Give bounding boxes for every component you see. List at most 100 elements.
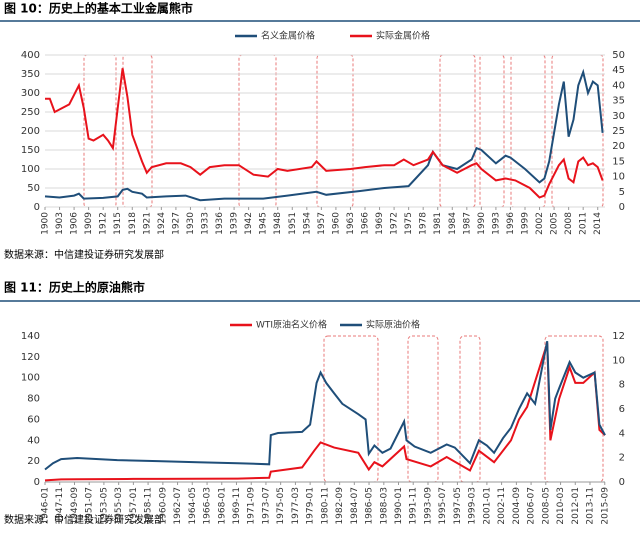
x-tick-label: 2013-11 [585, 487, 595, 525]
y2-tick-label: 30 [612, 111, 625, 122]
x-tick-label: 1947-11 [55, 487, 65, 525]
x-tick-label: 1997-05 [453, 487, 463, 525]
x-tick-label: 1924 [157, 212, 167, 235]
y2-tick-label: 45 [612, 65, 625, 76]
y-tick-label: 350 [21, 69, 40, 80]
y2-tick-label: 15 [612, 156, 625, 167]
y-tick-label: 100 [21, 164, 40, 175]
x-tick-label: 1999-03 [468, 487, 478, 525]
y2-tick-label: 5 [619, 187, 625, 198]
y2-tick-label: 40 [612, 80, 625, 91]
x-tick-label: 1984-07 [350, 487, 360, 525]
y2-tick-label: 0 [619, 477, 625, 488]
x-tick-label: 1996 [506, 212, 516, 235]
y2-tick-label: 20 [612, 141, 625, 152]
y2-tick-label: 35 [612, 96, 625, 107]
y-tick-label: 80 [27, 394, 40, 405]
x-tick-label: 1972 [390, 212, 400, 235]
series-line [44, 68, 604, 202]
x-tick-label: 1984 [448, 212, 458, 235]
x-tick-label: 1993 [491, 212, 501, 235]
x-tick-label: 1973-07 [261, 487, 271, 525]
x-tick-label: 1978 [419, 212, 429, 235]
x-tick-label: 1982-09 [335, 487, 345, 525]
y-tick-label: 400 [21, 50, 40, 61]
x-tick-label: 1963 [346, 212, 356, 235]
y2-tick-label: 50 [612, 50, 625, 61]
x-tick-label: 1958-11 [144, 487, 154, 525]
x-tick-label: 2010-03 [556, 487, 566, 525]
x-tick-label: 1995-07 [438, 487, 448, 525]
bear-box [459, 335, 481, 483]
x-tick-label: 1991-11 [409, 487, 419, 525]
y-tick-label: 100 [21, 373, 40, 384]
series-line [45, 68, 604, 199]
y-tick-label: 140 [21, 331, 40, 342]
y2-tick-label: 4 [619, 428, 625, 439]
y2-tick-label: 6 [619, 404, 625, 415]
x-tick-label: 1988-03 [379, 487, 389, 525]
legend-label: WTI原油名义价格 [256, 319, 327, 331]
x-tick-label: 1999 [521, 212, 531, 235]
x-tick-label: 1964-05 [188, 487, 198, 525]
x-tick-label: 1981 [433, 212, 443, 235]
x-tick-label: 2008 [564, 212, 574, 235]
x-tick-label: 1921 [142, 212, 152, 235]
y2-tick-label: 10 [612, 172, 625, 183]
x-tick-label: 1962-07 [173, 487, 183, 525]
y2-tick-label: 0 [619, 202, 625, 213]
y2-tick-label: 12 [612, 331, 625, 342]
x-tick-label: 2005 [550, 212, 560, 235]
x-tick-label: 1990-01 [394, 487, 404, 525]
y-tick-label: 0 [34, 477, 40, 488]
y-tick-label: 0 [34, 202, 40, 213]
x-tick-label: 2001-01 [482, 487, 492, 525]
x-tick-label: 1990 [477, 212, 487, 235]
x-tick-label: 2014 [593, 212, 603, 235]
x-tick-label: 1918 [128, 212, 138, 235]
legend-label: 实际金属价格 [376, 30, 430, 42]
x-tick-label: 1915 [113, 212, 123, 235]
x-tick-label: 1987 [462, 212, 472, 235]
x-tick-label: 1993-09 [424, 487, 434, 525]
x-tick-label: 1942 [244, 212, 254, 235]
bear-box [407, 335, 439, 483]
source: 数据来源：中信建投证券研究发展部 [4, 248, 164, 261]
x-tick-label: 2015-09 [600, 487, 610, 525]
bear-boxes [83, 54, 604, 483]
y-tick-label: 250 [21, 107, 40, 118]
x-tick-label: 1951-07 [85, 487, 95, 525]
x-tick-label: 1979-01 [306, 487, 316, 525]
x-tick-label: 1936 [215, 212, 225, 235]
x-tick-label: 1903 [55, 212, 65, 235]
x-tick-label: 1951 [288, 212, 298, 235]
x-tick-label: 2004-09 [512, 487, 522, 525]
figure-title: 图 11：历史上的原油熊市 [4, 280, 145, 295]
x-tick-label: 1980-11 [320, 487, 330, 525]
x-tick-label: 1975 [404, 212, 414, 235]
x-tick-label: 1909 [84, 212, 94, 235]
y2-tick-label: 10 [612, 355, 625, 366]
series-line [44, 342, 606, 482]
series-line [44, 341, 606, 471]
x-tick-label: 1912 [99, 212, 109, 235]
y-tick-label: 60 [27, 414, 40, 425]
x-tick-label: 1927 [171, 212, 181, 235]
x-tick-label: 1945 [259, 212, 269, 235]
x-tick-label: 1939 [230, 212, 240, 235]
x-tick-label: 1966 [361, 212, 371, 235]
x-tick-label: 2006-07 [527, 487, 537, 525]
x-tick-label: 1949-09 [70, 487, 80, 525]
x-tick-label: 2011 [579, 212, 589, 235]
y-tick-label: 200 [21, 126, 40, 137]
legend-label: 实际原油价格 [366, 319, 420, 331]
bear-box [323, 335, 379, 483]
y-tick-label: 40 [27, 435, 40, 446]
x-tick-label: 1954 [302, 212, 312, 235]
x-tick-label: 1968-01 [217, 487, 227, 525]
y2-tick-label: 2 [619, 453, 625, 464]
x-tick-label: 2002 [535, 212, 545, 235]
x-tick-label: 2002-11 [497, 487, 507, 525]
x-tick-label: 1930 [186, 212, 196, 235]
figure-title: 图 10：历史上的基本工业金属熊市 [4, 1, 193, 16]
